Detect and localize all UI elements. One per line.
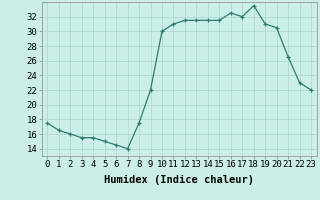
X-axis label: Humidex (Indice chaleur): Humidex (Indice chaleur) [104, 175, 254, 185]
